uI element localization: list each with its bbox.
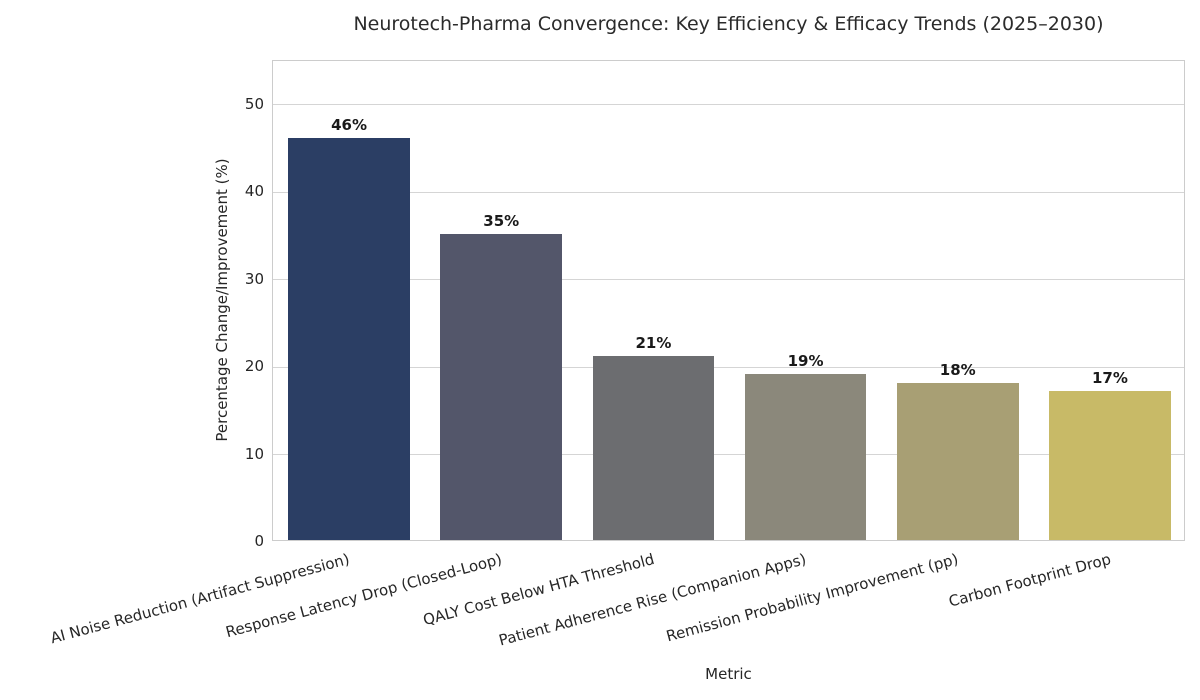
y-tick-label-40: 40: [244, 182, 264, 201]
chart-title: Neurotech-Pharma Convergence: Key Effici…: [353, 13, 1104, 35]
x-tick-label-0: AI Noise Reduction (Artifact Suppression…: [48, 550, 352, 648]
gridline-y-20: [273, 366, 1184, 368]
x-tick-label-1: Response Latency Drop (Closed-Loop): [223, 550, 504, 642]
bar-value-label-0: 46%: [331, 115, 368, 134]
gridline-y-30: [273, 279, 1184, 281]
bar-value-label-1: 35%: [483, 211, 520, 230]
y-tick-label-20: 20: [244, 357, 264, 376]
y-axis-title: Percentage Change/Improvement (%): [213, 158, 231, 442]
gridline-y-40: [273, 191, 1184, 193]
y-tick-label-0: 0: [254, 532, 264, 550]
plot-area: 0 10 20 30 40 50 46% AI Noise Reduction (Artifa…: [49, 60, 1185, 650]
bar-1: [440, 233, 563, 540]
x-axis-title: Metric: [705, 665, 752, 683]
bar-value-label-4: 18%: [939, 360, 976, 379]
bar-3: [744, 373, 867, 540]
gridline-y-10: [273, 454, 1184, 456]
bar-4: [896, 382, 1019, 540]
bar-2: [592, 356, 715, 540]
gridline-y-50: [273, 104, 1184, 106]
y-tick-label-30: 30: [244, 269, 264, 288]
x-tick-label-4: Remission Probability Improvement (pp): [664, 550, 961, 646]
y-tick-label-50: 50: [244, 94, 264, 113]
y-tick-label-10: 10: [244, 444, 264, 463]
bar-value-label-2: 21%: [635, 334, 672, 353]
x-tick-label-5: Carbon Footprint Drop: [946, 550, 1113, 611]
bar-value-label-3: 19%: [787, 351, 824, 370]
bar-5: [1049, 391, 1171, 540]
bar-value-label-5: 17%: [1091, 369, 1128, 388]
bar-0: [288, 137, 410, 540]
